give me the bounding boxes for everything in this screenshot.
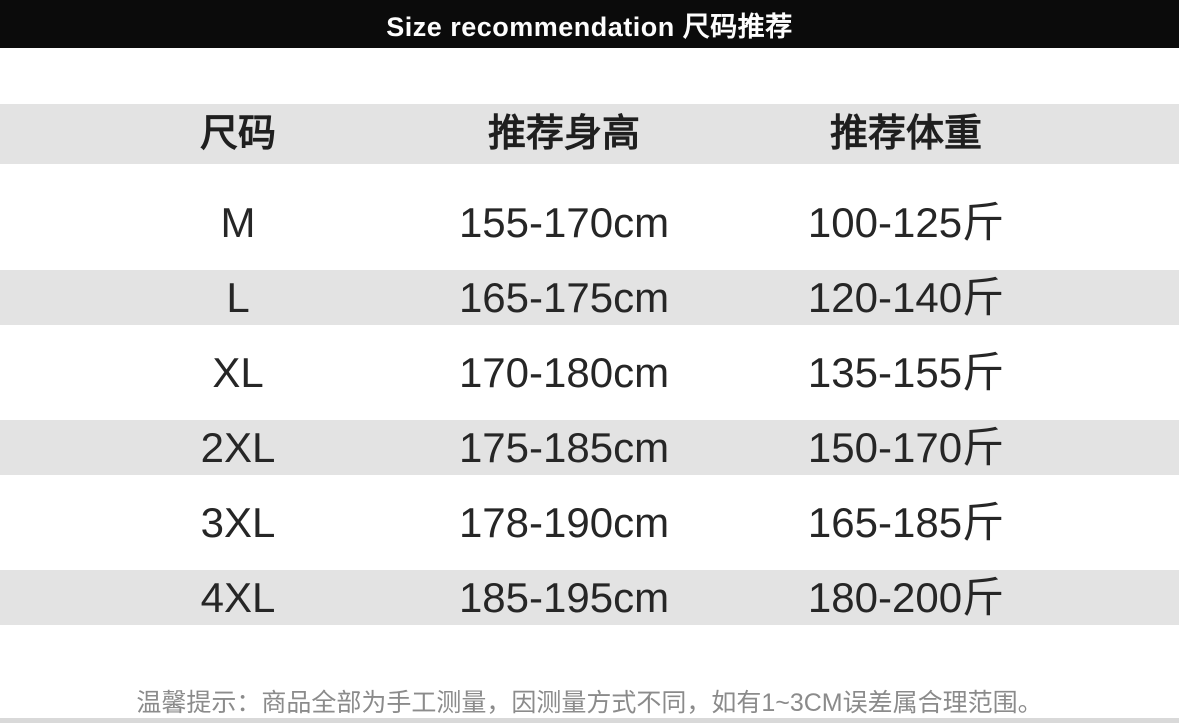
height-cell: 170-180cm xyxy=(458,348,670,396)
size-cell: 2XL xyxy=(200,423,276,471)
weight-cell: 165-185斤 xyxy=(807,498,1005,546)
table-row-4xl: 4XL 185-195cm 180-200斤 xyxy=(0,560,1179,635)
size-cell: 3XL xyxy=(200,498,276,546)
measurement-disclaimer: 温馨提示：商品全部为手工测量，因测量方式不同，如有1~3CM误差属合理范围。 xyxy=(136,689,1043,717)
table-header-row: 尺码 推荐身高 推荐体重 xyxy=(0,104,1179,164)
size-chart-table: 尺码 推荐身高 推荐体重 M 155-170cm 100-125斤 L 165-… xyxy=(0,104,1179,635)
weight-cell: 180-200斤 xyxy=(807,573,1005,621)
column-header-size: 尺码 xyxy=(199,113,277,155)
table-row-l: L 165-175cm 120-140斤 xyxy=(0,260,1179,335)
table-row-m: M 155-170cm 100-125斤 xyxy=(0,185,1179,260)
weight-cell: 100-125斤 xyxy=(807,198,1005,246)
height-cell: 175-185cm xyxy=(458,423,670,471)
header-bar: Size recommendation 尺码推荐 xyxy=(0,0,1179,48)
height-cell: 185-195cm xyxy=(458,573,670,621)
column-header-weight: 推荐体重 xyxy=(829,113,983,155)
size-cell: L xyxy=(226,273,250,321)
bottom-divider xyxy=(0,718,1179,723)
height-cell: 178-190cm xyxy=(458,498,670,546)
weight-cell: 150-170斤 xyxy=(807,423,1005,471)
weight-cell: 120-140斤 xyxy=(807,273,1005,321)
table-row-2xl: 2XL 175-185cm 150-170斤 xyxy=(0,410,1179,485)
height-cell: 165-175cm xyxy=(458,273,670,321)
table-row-3xl: 3XL 178-190cm 165-185斤 xyxy=(0,485,1179,560)
height-cell: 155-170cm xyxy=(458,198,670,246)
table-row-xl: XL 170-180cm 135-155斤 xyxy=(0,335,1179,410)
column-header-height: 推荐身高 xyxy=(487,113,641,155)
header-row-gap xyxy=(0,164,1179,185)
size-cell: M xyxy=(220,198,256,246)
weight-cell: 135-155斤 xyxy=(807,348,1005,396)
size-cell: 4XL xyxy=(200,573,276,621)
size-recommendation-title: Size recommendation 尺码推荐 xyxy=(386,11,793,42)
size-cell: XL xyxy=(212,348,264,396)
